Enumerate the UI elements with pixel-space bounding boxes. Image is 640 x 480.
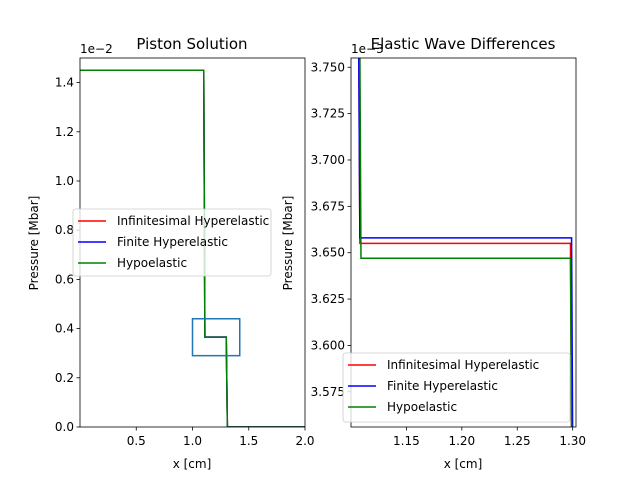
left-legend: Infinitesimal Hyperelastic Finite Hyperel… [72, 208, 272, 277]
legend-entry-label: Hypoelastic [117, 256, 187, 270]
series-line-1 [358, 58, 574, 427]
zoom-region-box [191, 318, 241, 357]
right-y-offset-label: 1e−3 [351, 42, 384, 56]
y-tick-label: 3.750 [311, 60, 345, 74]
x-tick-label: 0.5 [127, 434, 146, 448]
left-chart-title: Piston Solution [136, 35, 247, 53]
legend-entry-label: Infinitesimal Hyperelastic [387, 358, 539, 372]
right-legend: Infinitesimal Hyperelastic Finite Hyperel… [342, 352, 571, 423]
series-line-2 [80, 69, 305, 427]
y-tick-label: 3.675 [311, 199, 345, 213]
x-tick-label: 1.20 [448, 434, 475, 448]
legend-entry-label: Infinitesimal Hyperelastic [117, 214, 269, 228]
right-plot-area [358, 58, 574, 427]
x-tick-label: 2.0 [295, 434, 314, 448]
y-tick-label: 3.650 [311, 246, 345, 260]
left-y-offset-label: 1e−2 [80, 42, 113, 56]
y-tick-label: 3.575 [311, 385, 345, 399]
x-tick-label: 1.0 [183, 434, 202, 448]
legend-box [72, 208, 272, 277]
right-plot: Elastic Wave Differences 1e−3 x [cm] Pre… [281, 35, 586, 471]
x-tick-label: 1.15 [393, 434, 420, 448]
left-x-axis-label: x [cm] [173, 457, 212, 471]
legend-entry-label: Hypoelastic [387, 400, 457, 414]
y-tick-label: 0.4 [55, 322, 74, 336]
right-plot-frame [350, 57, 577, 428]
right-axis-ticks: 1.15 1.20 1.25 1.30 3.575 3.600 3.625 3.650 3.67… [311, 60, 586, 448]
left-axis-ticks: 0.5 1.0 1.5 2.0 0.0 0.2 0.4 0.6 0.8 1.0 1.2 1.4 [55, 76, 315, 448]
x-tick-label: 1.30 [559, 434, 586, 448]
left-plot-area [80, 69, 305, 427]
x-tick-label: 1.5 [239, 434, 258, 448]
y-tick-label: 0.0 [55, 420, 74, 434]
y-tick-label: 1.0 [55, 174, 74, 188]
y-tick-label: 1.4 [55, 76, 74, 90]
legend-entry-label: Finite Hyperelastic [117, 235, 228, 249]
left-y-axis-label: Pressure [Mbar] [27, 196, 41, 291]
x-tick-label: 1.25 [504, 434, 531, 448]
y-tick-label: 0.8 [55, 223, 74, 237]
series-line-2 [359, 58, 573, 427]
y-tick-label: 1.2 [55, 125, 74, 139]
y-tick-label: 3.725 [311, 107, 345, 121]
y-tick-label: 3.700 [311, 153, 345, 167]
right-chart-title: Elastic Wave Differences [371, 35, 556, 53]
legend-box [342, 352, 571, 423]
right-x-axis-label: x [cm] [444, 457, 483, 471]
y-tick-label: 0.6 [55, 272, 74, 286]
legend-entry-label: Finite Hyperelastic [387, 379, 498, 393]
left-plot: Piston Solution 1e−2 x [cm] Pressure [Mb… [27, 35, 315, 471]
y-tick-label: 0.2 [55, 371, 74, 385]
y-tick-label: 3.600 [311, 338, 345, 352]
y-tick-label: 3.625 [311, 292, 345, 306]
right-y-axis-label: Pressure [Mbar] [281, 196, 295, 291]
